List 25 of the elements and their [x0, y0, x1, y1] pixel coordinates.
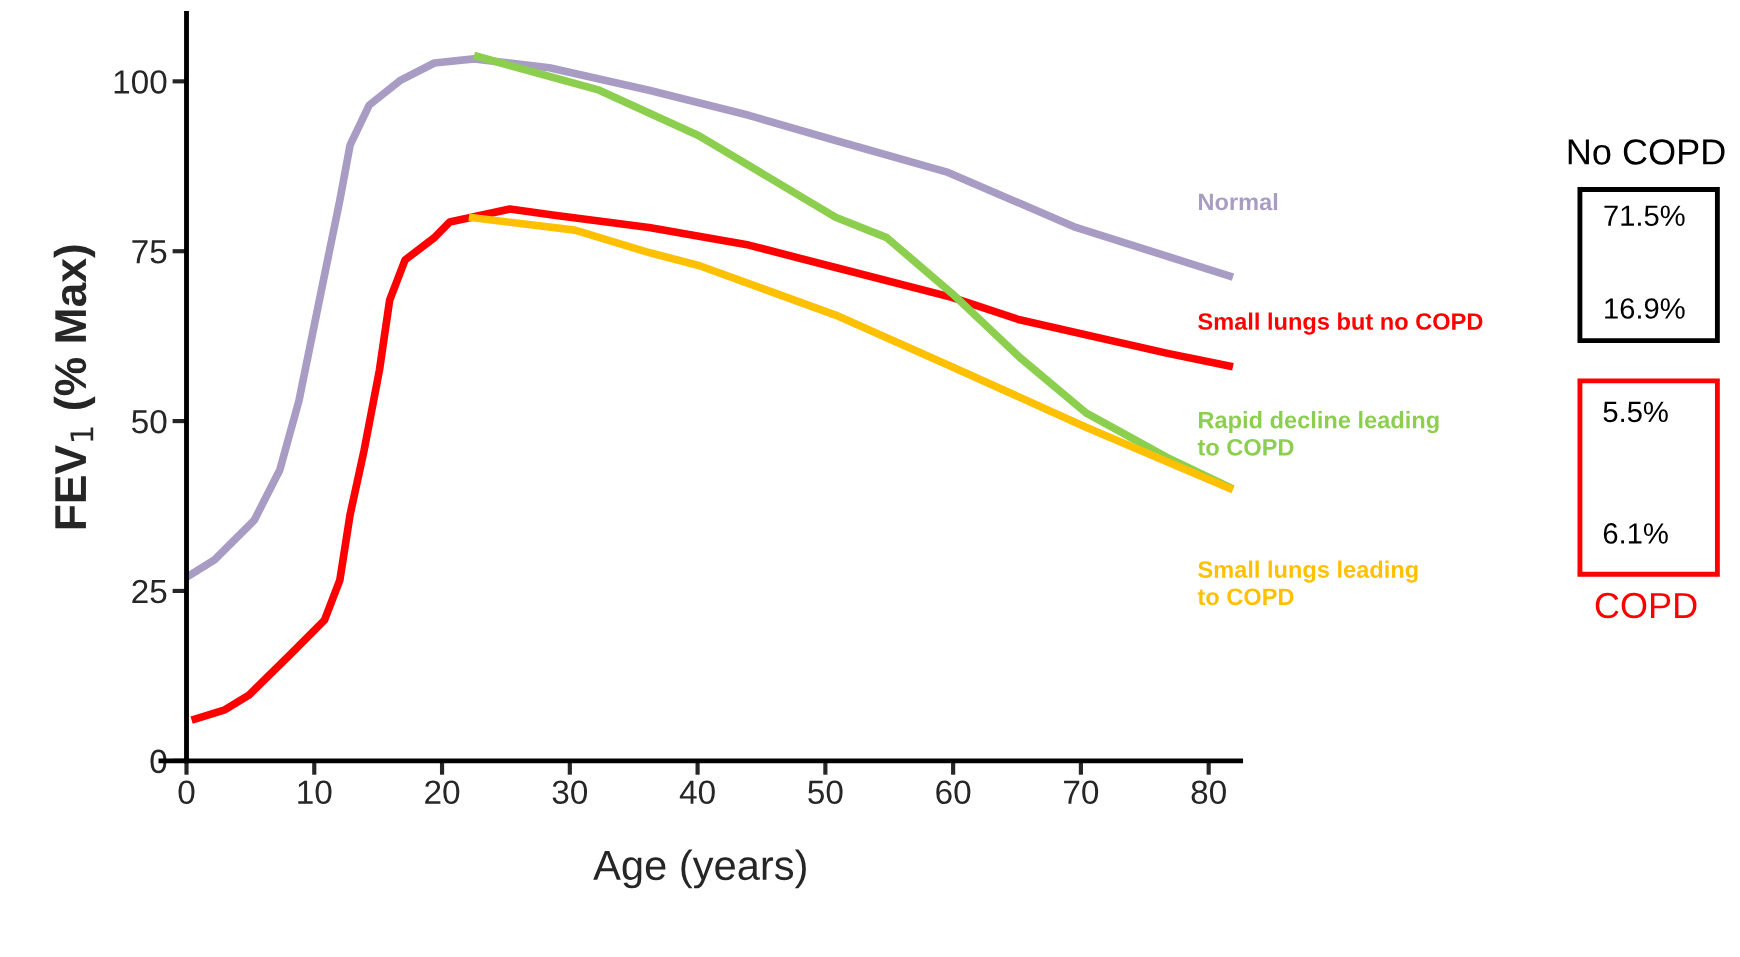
text: Small lungs leading to COPD: [1197, 560, 1418, 606]
y-tick-label: 25: [132, 579, 167, 604]
x-tick-label: 20: [425, 780, 460, 805]
x-tick-label: 10: [298, 780, 332, 805]
x-tick-label: 40: [679, 780, 715, 805]
y-tick-label: 50: [132, 409, 167, 434]
y-axis-title: FEV$_{1}$ (% Max): [53, 245, 96, 529]
text: 6.1%: [1603, 523, 1668, 544]
y-tick-label: 100: [114, 70, 167, 94]
text: 5.5%: [1603, 401, 1668, 423]
text: No COPD: [1568, 139, 1725, 165]
x-tick-label: 0: [178, 780, 195, 805]
text: 71.5%: [1604, 205, 1685, 227]
y-tick-label: 75: [132, 240, 167, 264]
x-tick-label: 50: [808, 780, 843, 805]
text: Normal: [1199, 192, 1278, 211]
series-label: Rapid decline leading to COPD: [1197, 411, 1439, 456]
series-label: Small lungs but no COPD: [1198, 312, 1483, 335]
x-tick-label: 70: [1064, 780, 1099, 805]
x-axis-title: Age (years): [593, 849, 806, 889]
text: 16.9%: [1605, 298, 1685, 319]
text: COPD: [1595, 592, 1697, 619]
x-tick-label: 80: [1191, 780, 1226, 805]
x-tick-label: 30: [552, 780, 588, 805]
x-tick-label: 60: [936, 780, 971, 805]
